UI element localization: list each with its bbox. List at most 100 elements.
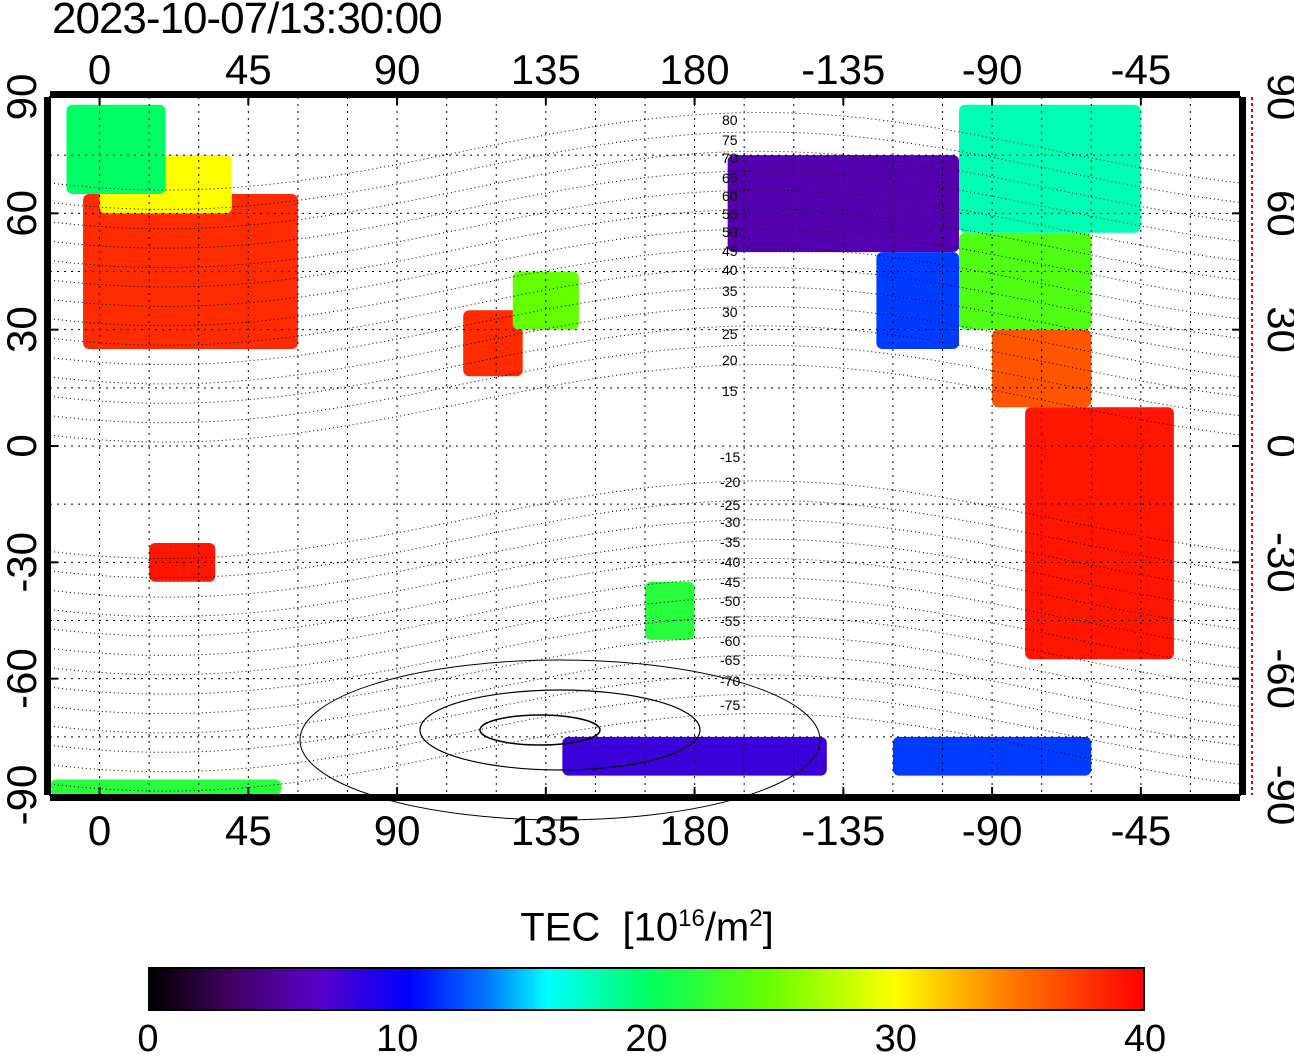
mag-lat-label: 20 [722, 352, 738, 368]
magnetic-line [49, 344, 1241, 424]
lon-label-bottom: 180 [660, 807, 730, 854]
mag-lat-label: 65 [722, 170, 738, 186]
mag-lat-label: 35 [722, 283, 738, 299]
mag-lat-label: -35 [720, 534, 740, 550]
unit-mid: /m [704, 905, 750, 950]
lon-label-top: 180 [660, 46, 730, 93]
mag-lat-label: 55 [722, 206, 738, 222]
magnetic-line [49, 693, 1241, 773]
lon-label-top: -90 [962, 46, 1023, 93]
colorbar-tick-label: 30 [874, 1018, 917, 1060]
magnetic-line [49, 228, 1241, 307]
tec-region-south-america [1025, 407, 1174, 660]
magnetic-line [49, 616, 1241, 695]
magnetic-line [49, 150, 1241, 230]
lat-label-left: -90 [0, 765, 45, 826]
mag-lat-label: 75 [722, 132, 738, 148]
magnetic-line [49, 208, 1241, 288]
magnetic-line [49, 654, 1241, 734]
mag-lat-label: 80 [722, 112, 738, 128]
colorbar-tick-label: 40 [1123, 1018, 1167, 1060]
lat-label-right: -90 [1259, 765, 1294, 826]
frame-bar-right [1240, 97, 1246, 795]
magnetic-line [49, 305, 1241, 385]
mag-lat-label: 30 [722, 304, 738, 320]
lat-label-left: -30 [0, 532, 45, 593]
colorbar-tick-label: 0 [137, 1018, 159, 1060]
lat-label-right: 30 [1259, 306, 1294, 353]
lon-label-bottom: 90 [374, 807, 421, 854]
mag-lat-label: -55 [720, 613, 740, 629]
mag-lat-label: 50 [722, 224, 738, 240]
magnetic-line [49, 131, 1241, 210]
lat-label-right: 60 [1259, 190, 1294, 237]
mag-lat-label: -65 [720, 652, 740, 668]
lon-label-top: 45 [225, 46, 272, 93]
magnetic-latitude-lines [49, 111, 1241, 821]
colorbar-title: TEC [1016/m2] [0, 905, 1294, 950]
mag-lat-label: 45 [722, 243, 738, 259]
magnetic-line [49, 267, 1241, 346]
magnetic-line [49, 189, 1241, 269]
magnetic-line [49, 557, 1241, 637]
unit-exponent-1: 16 [678, 905, 705, 932]
magnetic-line [49, 674, 1241, 753]
frame-bar-bottom [50, 795, 1240, 801]
mag-lat-label: 60 [722, 188, 738, 204]
lon-label-top: -135 [801, 46, 885, 93]
map-axes: 0 0 45 45 90 90 135 135 180 180 -135 -135 -90 -90 -45 -… [0, 46, 1294, 854]
mag-lat-label: -40 [720, 554, 740, 570]
lat-label-right: 90 [1259, 74, 1294, 121]
mag-lat-label: -25 [720, 497, 740, 513]
lat-label-right: -60 [1259, 648, 1294, 709]
lat-label-right: -30 [1259, 532, 1294, 593]
tec-region-canada-north [959, 104, 1141, 233]
tec-regions [50, 104, 1174, 795]
magnetic-line [49, 247, 1241, 327]
lat-label-left: 0 [0, 434, 45, 457]
lon-label-bottom: 135 [511, 807, 581, 854]
lon-label-bottom: 45 [225, 807, 272, 854]
unit-prefix: [10 [622, 905, 679, 950]
colorbar-label: TEC [520, 905, 601, 950]
mag-lat-label: -75 [720, 697, 740, 713]
magnetic-line [49, 111, 1241, 191]
magnetic-line [49, 499, 1241, 579]
tec-region-antarctic-strip [50, 779, 282, 795]
mag-lat-label: 40 [722, 262, 738, 278]
unit-exponent-2: 2 [749, 905, 763, 932]
lon-label-bottom: -45 [1110, 807, 1171, 854]
magnetic-line [49, 480, 1241, 559]
mag-lat-label: 25 [722, 326, 738, 342]
lon-label-top: 135 [511, 46, 581, 93]
lat-label-left: 60 [0, 190, 45, 237]
mag-lat-label: -60 [720, 633, 740, 649]
tec-region-arctic-atlantic [66, 104, 166, 194]
lon-label-top: -45 [1110, 46, 1171, 93]
magnetic-line [49, 596, 1241, 676]
magnetic-line [49, 519, 1241, 598]
tec-region-north-america-east [959, 232, 1092, 330]
lon-label-bottom: 0 [88, 807, 111, 854]
frame-bar-left [44, 97, 50, 795]
mag-lat-label: 70 [722, 150, 738, 166]
magnetic-line [49, 364, 1241, 443]
magnetic-pole-ring [419, 689, 701, 771]
lon-label-top: 0 [88, 46, 111, 93]
mag-lat-label: -50 [720, 593, 740, 609]
magnetic-pole-ring [299, 659, 821, 821]
magnetic-pole-ring [479, 714, 601, 746]
magnetic-line [49, 325, 1241, 404]
tec-region-new-zealand [645, 581, 695, 640]
mag-lat-label: -20 [720, 474, 740, 490]
mag-lat-label: -15 [720, 449, 740, 465]
mag-lat-label: -30 [720, 514, 740, 530]
lat-label-left: 90 [0, 74, 45, 121]
tec-map: 8075706560555045403530252015-15-20-25-30… [0, 46, 1294, 854]
magnetic-line [49, 286, 1241, 366]
magnetic-line [49, 635, 1241, 715]
tec-region-east-china [463, 310, 523, 377]
magnetic-line [49, 538, 1241, 618]
tec-region-north-america-west [876, 252, 960, 350]
